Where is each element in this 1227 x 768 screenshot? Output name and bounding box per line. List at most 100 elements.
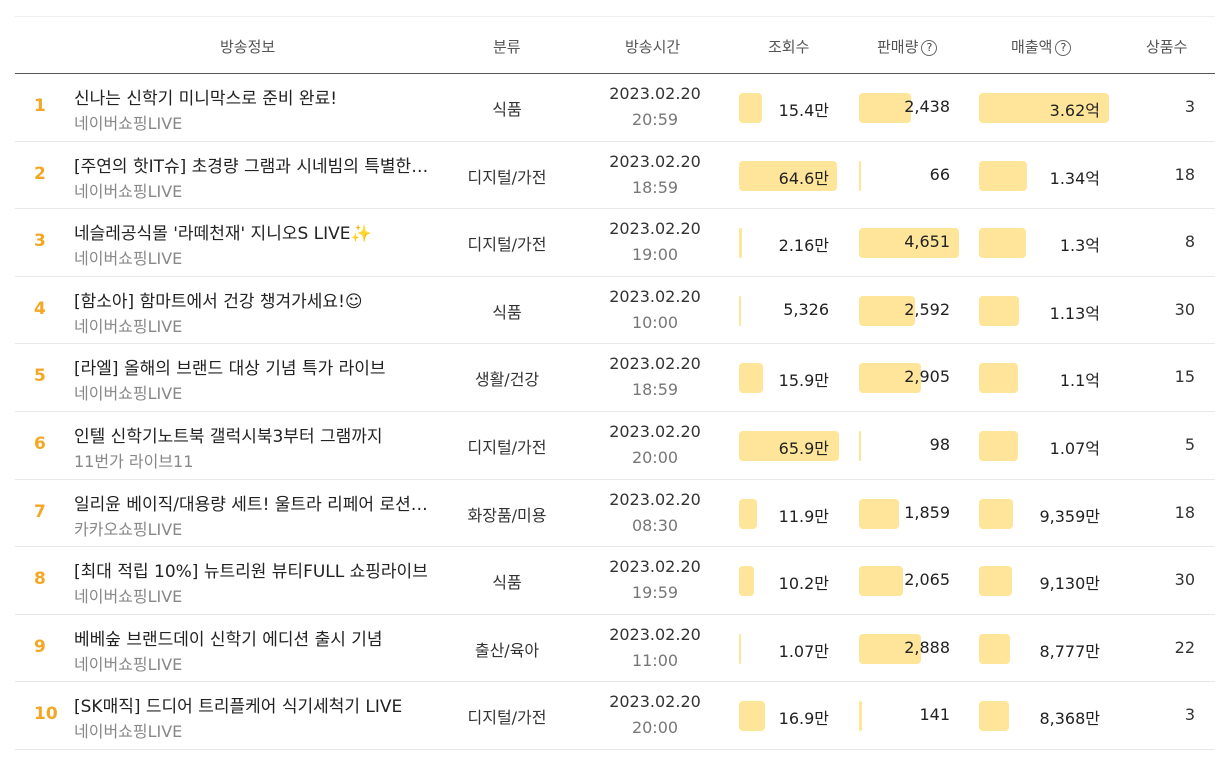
- views-bar: [739, 160, 837, 191]
- sales-bar: [859, 363, 921, 394]
- broadcast-title[interactable]: 네슬레공식몰 '라떼천재' 지니오S LIVE✨: [74, 224, 372, 245]
- table-row[interactable]: 4 [함소아] 함마트에서 건강 챙겨가세요!☺ 네이버쇼핑LIVE 식품 2023.0…: [15, 277, 1215, 345]
- live-ranking-table: 방송정보 분류 방송시간 조회수 판매량? 매출액? 상품수 1 신나는 신학기 …: [15, 16, 1215, 750]
- header-sales-label: 판매량: [877, 38, 919, 56]
- product-count: 3: [1184, 705, 1195, 725]
- revenue-bar: [979, 498, 1013, 529]
- rank-number: 5: [34, 366, 46, 387]
- sales-bar: [859, 160, 861, 191]
- revenue-value: 3.62억: [1049, 101, 1100, 120]
- revenue-value: 1.34억: [1049, 168, 1100, 188]
- sales-bar: [859, 295, 915, 326]
- revenue-bar: [979, 93, 1109, 123]
- product-count: 3: [1184, 97, 1195, 116]
- broadcast-time: 20:00: [631, 718, 679, 738]
- views-bar: [739, 228, 742, 259]
- channel-name: 네이버쇼핑LIVE: [74, 316, 183, 336]
- category-label: 디지털/가전: [467, 437, 547, 457]
- channel-name: 네이버쇼핑LIVE: [74, 722, 183, 742]
- category-label: 출산/육아: [474, 640, 540, 660]
- table-row[interactable]: 8 [최대 적립 10%] 뉴트리원 뷰티FULL 쇼핑라이브 네이버쇼핑LIVE 식…: [15, 547, 1215, 615]
- sales-bar: [859, 430, 861, 461]
- category-label: 식품: [492, 100, 522, 119]
- rank-number: 8: [34, 569, 46, 590]
- broadcast-date: 2023.02.20: [609, 354, 701, 374]
- views-value: 65.9만: [778, 438, 829, 458]
- broadcast-title[interactable]: [주연의 핫IT슈] 초경량 그램과 시네빔의 특별한 만남: [74, 156, 429, 177]
- header-revenue[interactable]: 매출액?: [1011, 36, 1072, 57]
- sales-value: 2,438: [904, 97, 950, 116]
- broadcast-time: 20:59: [631, 110, 679, 129]
- views-bar: [739, 430, 839, 461]
- header-sales[interactable]: 판매량?: [877, 36, 938, 57]
- help-icon[interactable]: ?: [1055, 40, 1072, 56]
- sales-value: 2,592: [904, 299, 950, 319]
- revenue-bar: [979, 633, 1010, 664]
- channel-name: 네이버쇼핑LIVE: [74, 384, 183, 404]
- channel-name: 네이버쇼핑LIVE: [74, 654, 183, 674]
- broadcast-date: 2023.02.20: [609, 489, 701, 509]
- rank-number: 9: [34, 636, 46, 657]
- category-label: 디지털/가전: [467, 235, 547, 255]
- broadcast-time: 10:00: [631, 312, 679, 332]
- channel-name: 11번가 라이브11: [74, 451, 194, 471]
- sales-value: 2,905: [904, 367, 950, 387]
- product-count: 8: [1184, 232, 1195, 252]
- broadcast-title[interactable]: 베베숲 브랜드데이 신학기 에디션 출시 기념: [74, 629, 383, 650]
- broadcast-time: 20:00: [631, 447, 679, 467]
- table-row[interactable]: 2 [주연의 핫IT슈] 초경량 그램과 시네빔의 특별한 만남 네이버쇼핑LIVE…: [15, 142, 1215, 210]
- broadcast-title[interactable]: [함소아] 함마트에서 건강 챙겨가세요!☺: [74, 291, 363, 312]
- broadcast-time: 11:00: [631, 650, 679, 670]
- sales-value: 4,651: [904, 232, 950, 252]
- help-icon[interactable]: ?: [921, 40, 938, 56]
- views-value: 15.9만: [778, 371, 829, 391]
- sales-value: 2,888: [904, 637, 950, 657]
- sales-value: 66: [929, 164, 950, 184]
- views-bar: [739, 566, 754, 597]
- rank-number: 2: [34, 163, 46, 184]
- rank-number: 1: [34, 96, 46, 116]
- sales-value: 2,065: [904, 570, 950, 590]
- views-value: 16.9만: [778, 709, 829, 729]
- views-value: 10.2만: [778, 574, 829, 594]
- broadcast-title[interactable]: 인텔 신학기노트북 갤럭시북3부터 그램까지: [74, 426, 383, 447]
- header-products[interactable]: 상품수: [1146, 38, 1188, 56]
- table-row[interactable]: 6 인텔 신학기노트북 갤럭시북3부터 그램까지 11번가 라이브11 디지털/가전 2…: [15, 412, 1215, 480]
- revenue-value: 8,777만: [1039, 641, 1100, 661]
- broadcast-title[interactable]: [라엘] 올해의 브랜드 대상 기념 특가 라이브: [74, 359, 386, 380]
- revenue-bar: [979, 160, 1027, 191]
- broadcast-title[interactable]: 일리윤 베이직/대용량 세트! 울트라 리페어 로션 특가: [74, 494, 429, 515]
- views-bar: [739, 701, 765, 732]
- table-row[interactable]: 10 [SK매직] 드디어 트리플케어 식기세척기 LIVE 네이버쇼핑LIVE 디지…: [15, 682, 1215, 750]
- product-count: 30: [1174, 299, 1195, 319]
- revenue-bar: [979, 228, 1026, 259]
- broadcast-date: 2023.02.20: [609, 151, 701, 171]
- broadcast-title[interactable]: 신나는 신학기 미니막스로 준비 완료!: [74, 89, 338, 109]
- views-value: 5,326: [783, 299, 829, 319]
- table-row[interactable]: 3 네슬레공식몰 '라떼천재' 지니오S LIVE✨ 네이버쇼핑LIVE 디지털/가전…: [15, 209, 1215, 277]
- sales-value: 1,859: [904, 502, 950, 522]
- header-views[interactable]: 조회수: [768, 38, 810, 56]
- broadcast-title[interactable]: [SK매직] 드디어 트리플케어 식기세척기 LIVE: [74, 697, 403, 718]
- views-value: 64.6만: [778, 168, 829, 188]
- broadcast-date: 2023.02.20: [609, 421, 701, 441]
- category-label: 생활/건강: [474, 370, 540, 390]
- table-row[interactable]: 7 일리윤 베이직/대용량 세트! 울트라 리페어 로션 특가 카카오쇼핑LIVE 화…: [15, 480, 1215, 548]
- table-row[interactable]: 1 신나는 신학기 미니막스로 준비 완료! 네이버쇼핑LIVE 식품 2023.02.…: [15, 74, 1215, 142]
- header-category: 분류: [493, 38, 521, 56]
- category-label: 디지털/가전: [467, 167, 547, 187]
- product-count: 22: [1174, 637, 1195, 657]
- category-label: 식품: [492, 573, 522, 593]
- revenue-bar: [979, 701, 1009, 732]
- revenue-value: 1.07억: [1049, 438, 1100, 458]
- broadcast-date: 2023.02.20: [609, 84, 701, 103]
- broadcast-time: 18:59: [631, 380, 679, 400]
- broadcast-time: 08:30: [631, 515, 679, 535]
- rank-number: 10: [34, 704, 58, 725]
- views-value: 11.9만: [778, 506, 829, 526]
- broadcast-date: 2023.02.20: [609, 624, 701, 644]
- broadcast-title[interactable]: [최대 적립 10%] 뉴트리원 뷰티FULL 쇼핑라이브: [74, 562, 428, 583]
- product-count: 5: [1184, 434, 1195, 454]
